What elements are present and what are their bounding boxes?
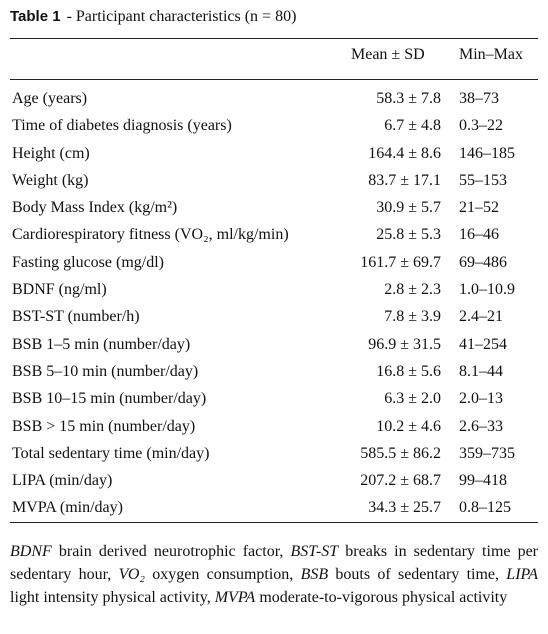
table-body: Age (years) 58.3 ± 7.8 38–73 Time of diabet… [0, 85, 548, 522]
footnote-definition: oxygen consumption, [144, 566, 301, 583]
row-label: LIPA (min/day) [12, 472, 113, 490]
table-row: BSB > 15 min (number/day) 10.2 ± 4.6 2.6–3… [0, 413, 548, 440]
row-mean-sd: 30.9 ± 5.7 [376, 199, 441, 217]
row-label: Total sedentary time (min/day) [12, 444, 210, 462]
table-row: LIPA (min/day) 207.2 ± 68.7 99–418 [0, 467, 548, 494]
column-header-min-max: Min–Max [459, 46, 523, 63]
row-label: BST-ST (number/h) [12, 308, 140, 326]
footnote-abbreviation: LIPA [506, 566, 539, 583]
row-mean-sd: 207.2 ± 68.7 [360, 472, 441, 490]
row-min-max: 41–254 [459, 335, 507, 353]
table-label: Table 1 [10, 8, 61, 25]
row-label: Age (years) [12, 90, 88, 107]
row-mean-sd: 585.5 ± 86.2 [360, 444, 441, 462]
row-min-max: 1.0–10.9 [459, 281, 515, 299]
row-mean-sd: 6.3 ± 2.0 [384, 390, 441, 408]
row-label: BSB > 15 min (number/day) [12, 417, 196, 435]
footnote-abbreviation: BSB [300, 566, 329, 583]
footnote-definition: brain derived neurotrophic factor, [51, 543, 291, 560]
footnote-abbreviation: VO₂ [118, 566, 145, 583]
footnote-definition: bouts of sedentary time, [328, 566, 507, 583]
footnote-definition: moderate-to-vigorous physical activity [255, 589, 508, 606]
table-row: BST-ST (number/h) 7.8 ± 3.9 2.4–21 [0, 303, 548, 330]
table-row: Cardiorespiratory fitness (VO₂, ml/kg/mi… [0, 221, 548, 248]
row-min-max: 146–185 [459, 144, 515, 162]
footnote-abbreviation: MVPA [214, 589, 256, 606]
row-label: Weight (kg) [12, 171, 89, 189]
row-mean-sd: 161.7 ± 69.7 [360, 253, 441, 271]
table-footnote: BDNF brain derived neurotrophic factor, … [10, 540, 538, 609]
row-label: BDNF (ng/ml) [12, 281, 107, 299]
row-mean-sd: 7.8 ± 3.9 [384, 308, 441, 326]
row-min-max: 16–46 [459, 226, 499, 244]
table-row: BSB 1–5 min (number/day) 96.9 ± 31.5 41–25… [0, 331, 548, 358]
column-header-mean-sd: Mean ± SD [351, 46, 425, 63]
row-min-max: 2.6–33 [459, 417, 503, 435]
footnote-abbreviation: BDNF [10, 543, 52, 560]
row-mean-sd: 10.2 ± 4.6 [376, 417, 441, 435]
footnote-definition: light intensity physical activity, [10, 589, 215, 606]
row-min-max: 2.0–13 [459, 390, 503, 408]
table-row: Height (cm) 164.4 ± 8.6 146–185 [0, 140, 548, 167]
row-min-max: 69–486 [459, 253, 507, 271]
row-mean-sd: 34.3 ± 25.7 [368, 499, 441, 517]
row-min-max: 2.4–21 [459, 308, 503, 326]
row-min-max: 0.8–125 [459, 499, 511, 517]
row-label: Height (cm) [12, 144, 90, 162]
table-row: BSB 10–15 min (number/day) 6.3 ± 2.0 2.0–1… [0, 385, 548, 412]
row-min-max: 359–735 [459, 444, 515, 462]
row-mean-sd: 58.3 ± 7.8 [376, 90, 441, 107]
row-mean-sd: 96.9 ± 31.5 [368, 335, 441, 353]
row-min-max: 0.3–22 [459, 117, 503, 135]
row-mean-sd: 2.8 ± 2.3 [384, 281, 441, 299]
row-mean-sd: 25.8 ± 5.3 [376, 226, 441, 244]
row-min-max: 99–418 [459, 472, 507, 490]
row-label: BSB 5–10 min (number/day) [12, 362, 199, 380]
row-label: Body Mass Index (kg/m²) [12, 199, 178, 217]
table-row: Age (years) 58.3 ± 7.8 38–73 [0, 85, 548, 112]
table-row: Total sedentary time (min/day) 585.5 ± 86… [0, 440, 548, 467]
table-row: BDNF (ng/ml) 2.8 ± 2.3 1.0–10.9 [0, 276, 548, 303]
row-mean-sd: 16.8 ± 5.6 [376, 362, 441, 380]
table-caption: Table 1 - Participant characteristics (n … [10, 8, 296, 26]
row-min-max: 38–73 [459, 90, 499, 107]
row-min-max: 21–52 [459, 199, 499, 217]
table-row: Time of diabetes diagnosis (years) 6.7 ± … [0, 112, 548, 139]
row-label: BSB 10–15 min (number/day) [12, 390, 207, 408]
row-min-max: 8.1–44 [459, 362, 503, 380]
footnote-definition: breaks in sedentary time per sedentary h… [10, 543, 539, 583]
table-row: Body Mass Index (kg/m²) 30.9 ± 5.7 21–52 [0, 194, 548, 221]
row-label: Fasting glucose (mg/dl) [12, 253, 164, 271]
table-row: BSB 5–10 min (number/day) 16.8 ± 5.6 8.1–4… [0, 358, 548, 385]
row-label: Cardiorespiratory fitness (VO₂, ml/kg/mi… [12, 226, 289, 244]
row-min-max: 55–153 [459, 171, 507, 189]
table-row: MVPA (min/day) 34.3 ± 25.7 0.8–125 [0, 494, 548, 521]
footnote-abbreviation: BST-ST [290, 543, 339, 560]
table-row: Weight (kg) 83.7 ± 17.1 55–153 [0, 167, 548, 194]
row-mean-sd: 83.7 ± 17.1 [368, 171, 441, 189]
table-row: Fasting glucose (mg/dl) 161.7 ± 69.7 69–48… [0, 249, 548, 276]
bottom-rule [10, 522, 538, 523]
table-title: - Participant characteristics (n = 80) [66, 8, 297, 25]
row-mean-sd: 164.4 ± 8.6 [368, 144, 441, 162]
top-rule [10, 38, 538, 39]
header-rule [10, 79, 538, 80]
row-label: MVPA (min/day) [12, 499, 123, 517]
row-label: BSB 1–5 min (number/day) [12, 335, 191, 353]
row-mean-sd: 6.7 ± 4.8 [384, 117, 441, 135]
row-label: Time of diabetes diagnosis (years) [12, 117, 232, 135]
